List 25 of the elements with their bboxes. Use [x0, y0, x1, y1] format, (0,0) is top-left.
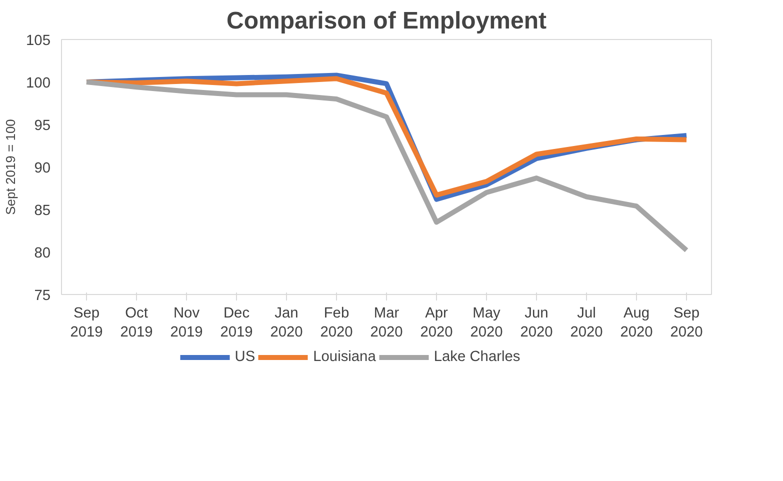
x-tick-label: Mar 2020 — [370, 306, 403, 341]
chart-title: Comparison of Employment — [226, 8, 547, 34]
x-tick-label: Jun 2020 — [520, 306, 553, 341]
x-tick-label: Sep 2019 — [70, 306, 103, 341]
y-tick-label: 85 — [34, 203, 51, 219]
y-tick-label: 105 — [26, 33, 51, 49]
x-tick-label: Dec 2019 — [220, 306, 253, 341]
y-tick-label: 80 — [34, 246, 51, 262]
x-tick-label: Feb 2020 — [320, 306, 353, 341]
y-axis-title: Sept 2019 = 100 — [3, 119, 18, 215]
x-tick-label: Sep 2020 — [670, 306, 703, 341]
x-tick-label: Apr 2020 — [420, 306, 453, 341]
x-tick-label: Aug 2020 — [620, 306, 653, 341]
y-tick-label: 90 — [34, 160, 51, 176]
x-tick-label: Jul 2020 — [570, 306, 603, 341]
x-tick-label: May 2020 — [470, 306, 503, 341]
y-tick-label: 100 — [26, 76, 51, 92]
legend-label: US — [234, 349, 256, 365]
x-tick-label: Oct 2019 — [120, 306, 153, 341]
legend-label: Lake Charles — [434, 349, 520, 365]
y-tick-label: 75 — [34, 288, 51, 304]
legend-label: Louisiana — [313, 349, 376, 365]
y-tick-label: 95 — [34, 118, 51, 134]
x-tick-label: Jan 2020 — [270, 306, 303, 341]
x-tick-label: Nov 2019 — [170, 306, 203, 341]
